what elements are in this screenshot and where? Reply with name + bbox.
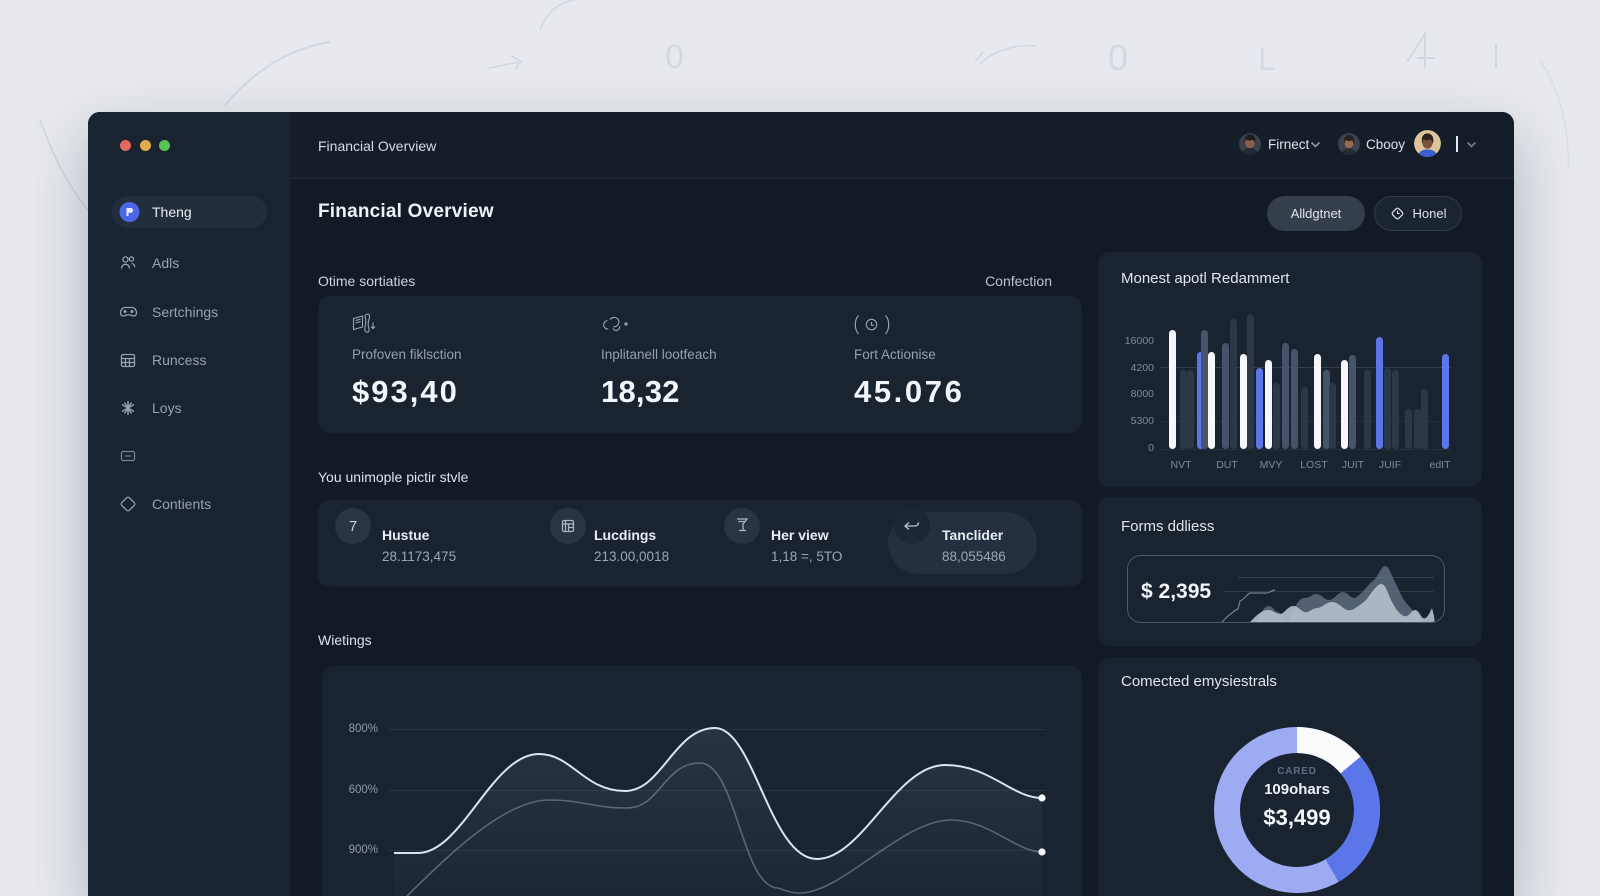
svg-text:L: L bbox=[1258, 41, 1276, 77]
svg-text:0: 0 bbox=[665, 38, 684, 76]
svg-text:0: 0 bbox=[1108, 37, 1128, 78]
